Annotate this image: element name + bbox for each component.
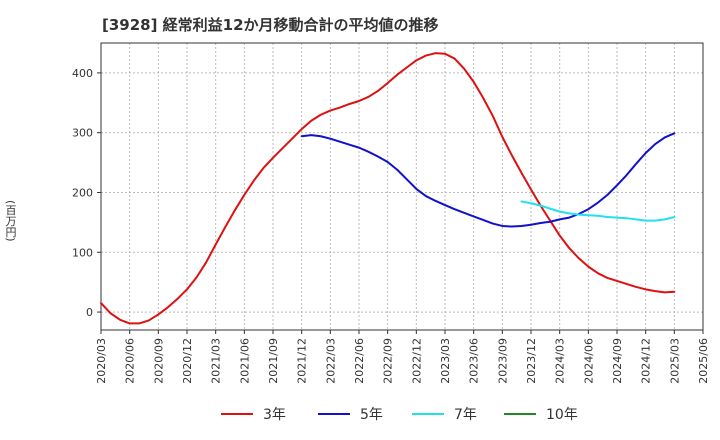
legend-label: 5年 [360, 407, 383, 423]
plot-area [101, 43, 703, 330]
legend-label: 7年 [454, 407, 477, 423]
x-tick-label: 2023/06 [468, 338, 481, 384]
x-tick-label: 2023/03 [439, 338, 452, 384]
series-line [100, 52, 676, 325]
chart-title: [3928] 経常利益12か月移動合計の平均値の推移 [102, 16, 439, 34]
x-tick-label: 2024/06 [582, 338, 595, 384]
x-tick-label: 2020/06 [124, 338, 137, 384]
y-tick-label: 400 [72, 67, 93, 80]
plot-frame [100, 42, 704, 331]
y-tick-label: 0 [86, 306, 93, 319]
x-tick-label: 2021/09 [267, 338, 280, 384]
x-tick-label: 2020/09 [152, 338, 165, 384]
x-tick-label: 2022/03 [324, 338, 337, 384]
y-tick-label: 200 [72, 186, 93, 199]
legend-label: 3年 [263, 407, 286, 423]
x-tick-label: 2023/12 [525, 338, 538, 384]
legend-label: 10年 [546, 407, 578, 423]
x-tick-label: 2022/09 [382, 338, 395, 384]
y-tick-label: 300 [72, 127, 93, 140]
x-tick-label: 2020/12 [181, 338, 194, 384]
x-tick-label: 2021/06 [238, 338, 251, 384]
x-tick-label: 2022/12 [410, 338, 423, 384]
series-line [520, 200, 676, 222]
y-tick-label: 100 [72, 246, 93, 259]
series-line [300, 132, 676, 228]
x-tick-label: 2022/06 [353, 338, 366, 384]
x-tick-label: 2024/12 [640, 338, 653, 384]
x-tick-label: 2021/03 [210, 338, 223, 384]
x-tick-label: 2020/03 [95, 338, 108, 384]
x-tick-label: 2025/03 [668, 338, 681, 384]
x-tick-label: 2021/12 [296, 338, 309, 384]
x-tick-label: 2024/09 [611, 338, 624, 384]
y-axis-label: (百万円) [4, 200, 17, 242]
x-tick-label: 2024/03 [554, 338, 567, 384]
x-tick-label: 2025/06 [697, 338, 710, 384]
x-tick-label: 2023/09 [496, 338, 509, 384]
